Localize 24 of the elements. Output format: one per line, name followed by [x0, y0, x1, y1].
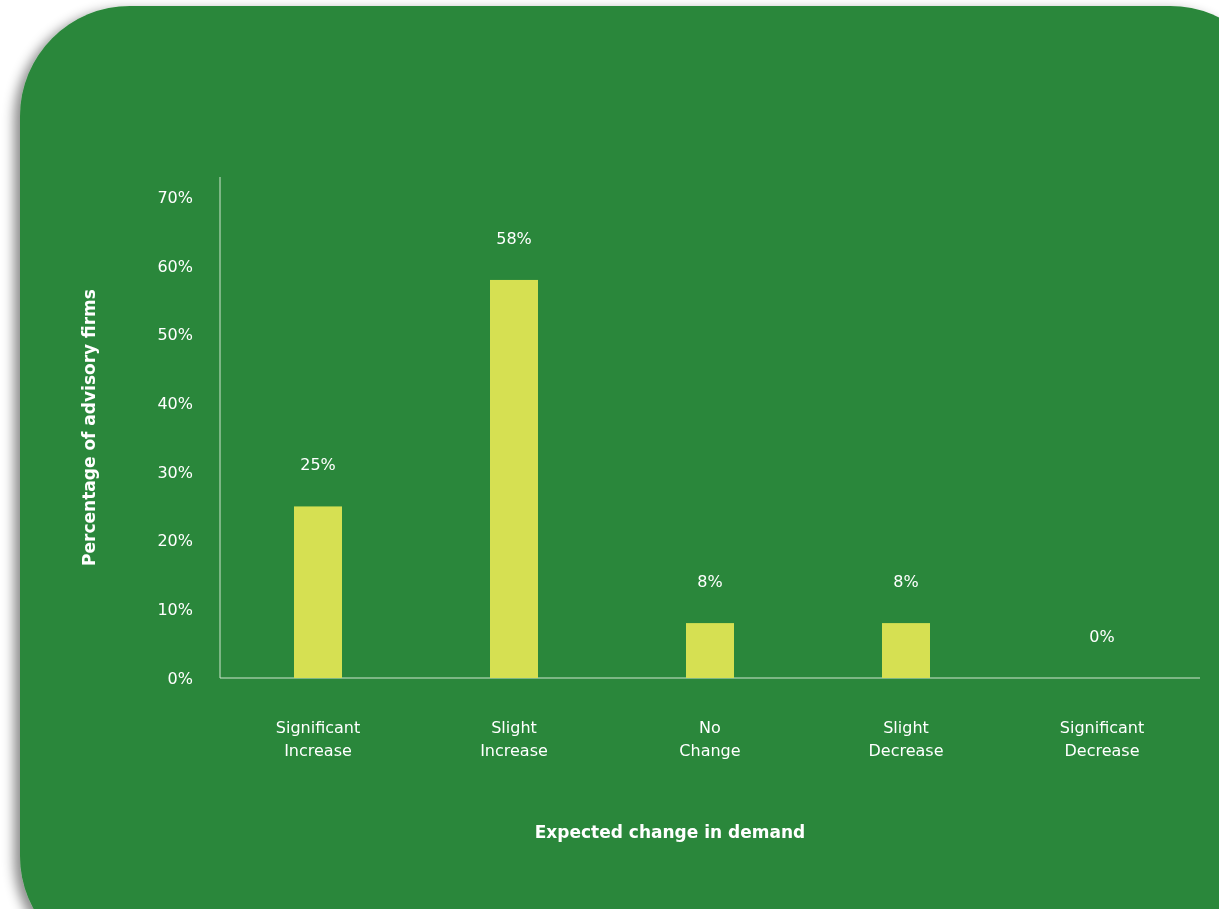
y-axis-title: Percentage of advisory firms [79, 289, 99, 566]
y-tick-label: 60% [157, 256, 193, 276]
y-tick-label: 10% [157, 599, 193, 619]
y-tick-label: 40% [157, 394, 193, 414]
y-tick-label: 70% [157, 188, 193, 208]
data-label: 8% [697, 572, 723, 592]
data-label: 25% [300, 455, 336, 475]
x-tick-label: Significant Decrease [1059, 718, 1145, 760]
data-label: 58% [496, 228, 532, 248]
x-tick-label: Slight Increase [480, 718, 548, 760]
x-tick-label: No Change [679, 718, 741, 760]
bar [882, 623, 930, 678]
bar [490, 279, 538, 678]
data-label: 0% [1089, 627, 1115, 646]
x-axis-title: Expected change in demand [534, 822, 806, 842]
y-tick-label: 30% [157, 462, 193, 482]
y-tick-label: 0% [167, 668, 193, 688]
x-tick-label: Significant Increase [275, 718, 361, 760]
x-tick-label: Slight Decrease [868, 718, 944, 760]
y-tick-label: 50% [157, 325, 193, 345]
bar [686, 623, 734, 678]
bar [294, 506, 342, 678]
data-label: 8% [893, 572, 919, 592]
y-tick-label: 20% [157, 531, 193, 551]
